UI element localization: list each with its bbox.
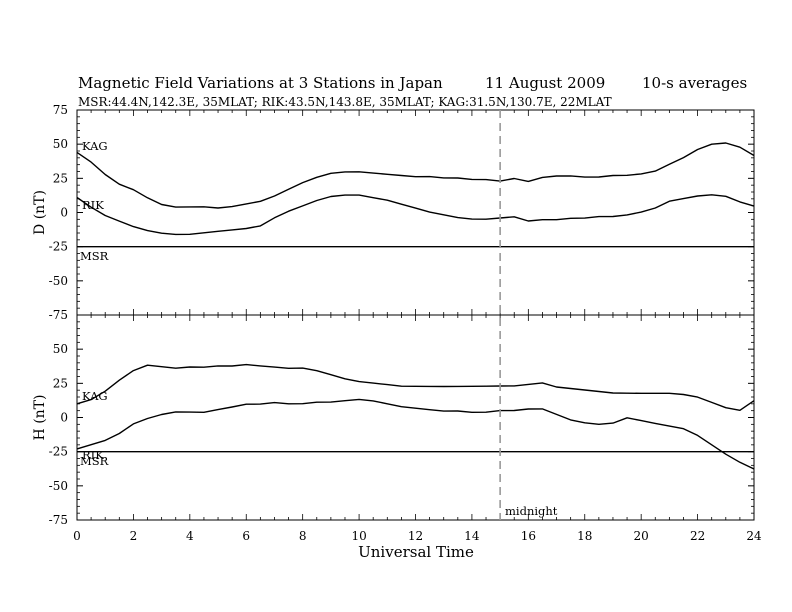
y-tick-label: 0 bbox=[60, 411, 68, 425]
x-tick-label: 8 bbox=[299, 529, 307, 543]
series-line-rik bbox=[76, 194, 755, 236]
x-tick-label: 16 bbox=[521, 529, 536, 543]
x-tick-label: 18 bbox=[577, 529, 592, 543]
series-line-rik bbox=[76, 398, 755, 470]
x-tick-label: 20 bbox=[634, 529, 649, 543]
y-tick-label: -75 bbox=[49, 513, 68, 527]
y-tick-label: -75 bbox=[49, 308, 68, 322]
y-tick-label: 75 bbox=[53, 103, 68, 117]
x-axis-label: Universal Time bbox=[358, 543, 474, 561]
y-axis-label: D (nT) bbox=[32, 190, 48, 235]
series-line-kag bbox=[76, 363, 755, 411]
y-tick-label: 50 bbox=[53, 137, 68, 151]
panel-frame bbox=[76, 109, 755, 316]
plot-panels: 75 50 25 0 -25 -50 -75 D (nT) KAG RIK MSR 50 25 0 -25 -… bbox=[32, 103, 755, 527]
series-line-kag bbox=[76, 142, 755, 209]
y-tick-label: -25 bbox=[49, 445, 68, 459]
y-tick-label: -50 bbox=[49, 479, 68, 493]
y-tick-label: 50 bbox=[53, 342, 68, 356]
x-tick-label: 14 bbox=[464, 529, 480, 543]
chart-title: Magnetic Field Variations at 3 Stations … bbox=[78, 74, 443, 92]
chart-subtitle: MSR:44.4N,142.3E, 35MLAT; RIK:43.5N,143.… bbox=[78, 95, 612, 109]
y-tick-label: 0 bbox=[60, 206, 68, 220]
x-tick-label: 24 bbox=[746, 529, 762, 543]
panel-d: 75 50 25 0 -25 -50 -75 D (nT) KAG RIK MSR bbox=[32, 103, 755, 322]
x-tick-label: 0 bbox=[73, 529, 81, 543]
y-axis-label: H (nT) bbox=[32, 395, 48, 441]
x-tick-label: 6 bbox=[242, 529, 250, 543]
series-label-msr: MSR bbox=[80, 454, 109, 468]
x-tick-label: 4 bbox=[186, 529, 194, 543]
x-tick-label: 12 bbox=[408, 529, 423, 543]
series-label-kag: KAG bbox=[82, 139, 108, 153]
series-label-msr: MSR bbox=[80, 249, 109, 263]
y-tick-label: -50 bbox=[49, 274, 68, 288]
series-label-rik: RIK bbox=[82, 198, 104, 212]
midnight-label: midnight bbox=[505, 504, 558, 518]
averaging-label: 10-s averages bbox=[642, 74, 747, 92]
x-tick-label: 22 bbox=[690, 529, 705, 543]
series-label-kag: KAG bbox=[82, 389, 108, 403]
y-tick-label: 25 bbox=[53, 376, 68, 390]
x-axis-ticks: 0 2 4 6 8 10 12 14 16 18 20 22 24 bbox=[73, 529, 762, 543]
date-label: 11 August 2009 bbox=[485, 74, 605, 92]
x-tick-label: 10 bbox=[351, 529, 366, 543]
y-tick-label: -25 bbox=[49, 240, 68, 254]
x-tick-label: 2 bbox=[130, 529, 138, 543]
panel-frame bbox=[76, 314, 755, 521]
y-tick-label: 25 bbox=[53, 171, 68, 185]
